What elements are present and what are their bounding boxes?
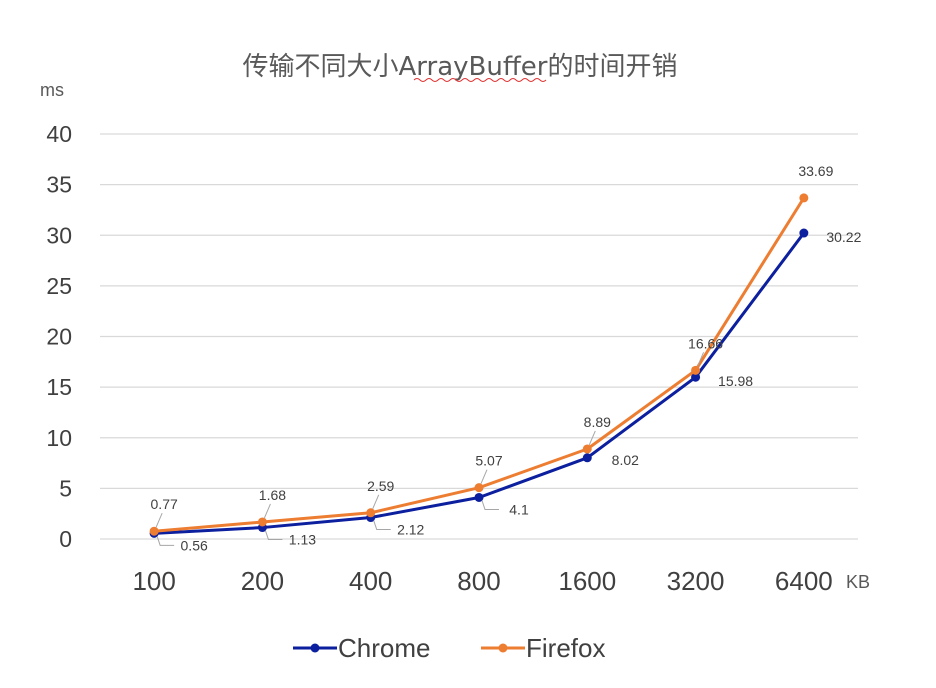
y-tick-label-0: 0 <box>59 526 72 552</box>
chrome-leader-line-200 <box>264 530 283 541</box>
x-tick-label-400: 400 <box>349 566 392 596</box>
y-tick-label-20: 20 <box>46 324 72 350</box>
x-tick-label-800: 800 <box>457 566 500 596</box>
spellcheck-underline <box>413 78 547 82</box>
chrome-data-label-1600: 8.02 <box>612 452 639 468</box>
firefox-data-label-6400: 33.69 <box>798 163 833 179</box>
legend-chrome-marker <box>310 643 320 653</box>
y-tick-label-5: 5 <box>59 475 72 501</box>
firefox-leader-line-3200 <box>697 352 705 367</box>
firefox-data-label-1600: 8.89 <box>584 414 611 430</box>
legend-firefox-label: Firefox <box>526 633 605 663</box>
chrome-leader-line-400 <box>373 520 391 531</box>
y-tick-label-10: 10 <box>46 425 72 451</box>
x-tick-label-100: 100 <box>132 566 175 596</box>
chrome-leader-line-800 <box>481 500 499 510</box>
chrome-data-label-800: 4.1 <box>509 501 529 517</box>
chart-title: 传输不同大小ArrayBuffer的时间开销 <box>243 52 678 82</box>
chrome-point-1600 <box>582 453 592 463</box>
chrome-data-label-3200: 15.98 <box>718 373 753 389</box>
legend-firefox-marker <box>498 643 508 653</box>
firefox-point-1600 <box>582 444 592 454</box>
firefox-data-label-200: 1.68 <box>259 487 286 503</box>
chrome-point-800 <box>474 492 484 502</box>
firefox-data-label-400: 2.59 <box>367 478 394 494</box>
chrome-data-label-6400: 30.22 <box>826 229 861 245</box>
firefox-leader-line-800 <box>480 469 488 484</box>
firefox-point-100 <box>149 526 159 536</box>
firefox-data-label-800: 5.07 <box>475 453 502 469</box>
firefox-leader-line-200 <box>263 503 271 519</box>
y-tick-label-40: 40 <box>46 121 72 147</box>
firefox-leader-line-1600 <box>588 430 596 446</box>
x-tick-label-1600: 1600 <box>558 566 616 596</box>
chrome-data-label-400: 2.12 <box>397 522 424 538</box>
firefox-data-label-100: 0.77 <box>151 496 178 512</box>
firefox-point-200 <box>257 517 267 527</box>
y-tick-label-25: 25 <box>46 273 72 299</box>
firefox-point-6400 <box>799 193 809 203</box>
x-axis-unit-label: KB <box>846 572 870 592</box>
chrome-leader-line-100 <box>156 536 175 546</box>
y-tick-label-35: 35 <box>46 172 72 198</box>
y-tick-label-15: 15 <box>46 374 72 400</box>
firefox-leader-line-100 <box>155 513 163 528</box>
firefox-leader-line-400 <box>372 494 380 509</box>
chrome-data-label-100: 0.56 <box>181 537 208 553</box>
chrome-point-3200 <box>691 372 701 382</box>
firefox-point-400 <box>366 508 376 518</box>
x-tick-label-6400: 6400 <box>775 566 833 596</box>
legend-chrome-label: Chrome <box>338 633 430 663</box>
chrome-data-label-200: 1.13 <box>289 532 316 548</box>
y-tick-label-30: 30 <box>46 222 72 248</box>
chrome-point-6400 <box>799 228 809 238</box>
firefox-data-label-3200: 16.66 <box>688 335 723 351</box>
x-tick-label-3200: 3200 <box>667 566 725 596</box>
y-axis-unit-label: ms <box>40 80 64 100</box>
firefox-point-3200 <box>691 365 701 375</box>
x-tick-label-200: 200 <box>241 566 284 596</box>
firefox-point-800 <box>474 483 484 493</box>
